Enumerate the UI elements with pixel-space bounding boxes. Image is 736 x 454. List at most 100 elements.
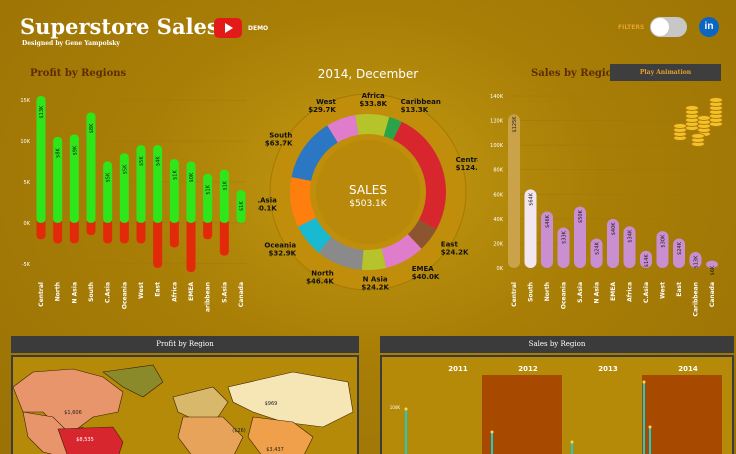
sales-bar xyxy=(623,226,636,268)
sales-bar xyxy=(524,189,537,268)
map-region-label: $8,535 xyxy=(76,437,94,443)
donut-slice-label: North xyxy=(311,269,333,277)
profit-bar-positive xyxy=(36,96,46,223)
donut-slice-value: $40.0K xyxy=(412,273,440,281)
sales-category-label: S.Asia xyxy=(577,282,584,303)
map-region-label: $3,437 xyxy=(266,447,284,453)
sales-value-label: $14K xyxy=(644,254,650,268)
sales-category-label: N Asia xyxy=(594,282,601,303)
profit-value-label: $5K xyxy=(106,172,112,182)
play-animation-button[interactable]: Play Animation xyxy=(610,64,721,81)
yearly-ytick: 100K xyxy=(390,405,401,410)
gold-coins-image xyxy=(665,95,725,155)
profit-bar-positive xyxy=(169,159,179,223)
profit-category-label: Oceania xyxy=(121,282,128,309)
coin-icon xyxy=(685,105,699,111)
donut-slice-value: $33.8K xyxy=(359,100,387,108)
sales-value-label: $24K xyxy=(677,241,683,255)
sales-category-label: Caribbean xyxy=(693,282,700,316)
yearly-sales-point xyxy=(490,430,494,434)
profit-category-label: East xyxy=(155,282,162,297)
yearly-sales-point xyxy=(404,407,408,411)
profit-bar-negative xyxy=(169,218,179,248)
profit-bar-negative xyxy=(86,218,96,236)
year-highlight-band xyxy=(482,375,562,454)
donut-slice xyxy=(392,121,446,230)
sales-value-label: $30K xyxy=(661,234,667,248)
year-label: 2014 xyxy=(678,365,698,373)
donut-slice-value: $32.9K xyxy=(269,249,297,257)
profit-category-label: Caribbean xyxy=(205,282,212,312)
profit-bar-positive xyxy=(219,169,229,223)
profit-by-region-map-header: Profit by Region xyxy=(11,336,359,353)
profit-category-label: Canada xyxy=(238,282,245,307)
profit-category-label: N Asia xyxy=(71,282,78,303)
profit-category-label: South xyxy=(88,282,95,302)
year-label: 2013 xyxy=(598,365,618,373)
profit-value-label: $8K xyxy=(89,123,95,133)
donut-title: SALES xyxy=(349,183,387,197)
youtube-icon[interactable] xyxy=(214,18,242,38)
date-label: 2014, December xyxy=(317,67,419,81)
demo-link[interactable]: DEMO xyxy=(248,25,269,32)
donut-slice-value: $13.3K xyxy=(401,106,429,114)
profit-value-label: $0K xyxy=(189,172,195,182)
filters-toggle[interactable] xyxy=(650,17,687,37)
profit-bar-positive xyxy=(53,137,63,223)
sales-by-region-yearly-chart[interactable]: 2011 2012 2013 2014 100K xyxy=(380,355,734,454)
yearly-sales-point xyxy=(648,425,652,429)
donut-slice-label: N Asia xyxy=(363,276,388,284)
profit-ytick: -5K xyxy=(22,262,31,268)
profit-value-label: $9K xyxy=(72,145,78,155)
donut-slice xyxy=(298,217,332,253)
sales-bar xyxy=(590,238,603,268)
donut-slice xyxy=(290,177,317,227)
profit-bar-positive xyxy=(153,145,163,223)
dashboard-title: Superstore Sales xyxy=(20,14,219,39)
sales-donut-chart: SALES $503.1K West$29.7K Africa$33.8K Cari… xyxy=(258,92,478,292)
donut-slice-value: $24.2K xyxy=(441,248,469,256)
profit-bar-negative xyxy=(219,218,229,256)
sales-bar xyxy=(574,206,586,268)
donut-slice-label: Oceania xyxy=(264,241,296,249)
sales-ytick: 20K xyxy=(493,241,503,247)
profit-bar-negative xyxy=(36,218,46,240)
sales-category-label: North xyxy=(544,282,551,301)
profit-category-label: S.Asia xyxy=(221,282,228,303)
profit-value-label: $1K xyxy=(206,184,212,194)
profit-category-label: North xyxy=(55,282,62,301)
linkedin-icon[interactable]: in xyxy=(699,17,719,37)
sales-bar xyxy=(541,211,553,268)
sales-value-label: $46K xyxy=(545,214,551,228)
profit-bar-positive xyxy=(203,173,213,223)
sales-ytick: 40K xyxy=(493,217,503,223)
donut-slice xyxy=(361,248,387,270)
donut-slice xyxy=(407,219,437,249)
profit-bar-positive xyxy=(103,161,113,223)
donut-total: $503.1K xyxy=(349,199,387,209)
sales-by-region-yearly-header: Sales by Region xyxy=(380,336,734,353)
yearly-sales-point xyxy=(642,380,646,384)
sales-by-region-chart: 140K 120K 100K 80K 60K 40K 20K 0K $125K Central $6… xyxy=(490,94,718,316)
donut-slice xyxy=(383,116,402,140)
map-region-label: $1,606 xyxy=(64,410,82,416)
profit-bar-positive xyxy=(69,134,79,223)
donut-slice xyxy=(291,125,339,182)
coin-icon xyxy=(709,97,723,103)
donut-slice-value: $50.1K xyxy=(258,204,277,212)
filters-label: FILTERS xyxy=(618,24,645,31)
donut-slice-value: $46.4K xyxy=(306,277,334,285)
profit-by-regions-title: Profit by Regions xyxy=(30,68,127,79)
sales-value-label: $125K xyxy=(512,116,518,133)
sales-value-label: $34K xyxy=(628,229,634,243)
profit-by-regions-chart: 15K 10K 5K 0K -5K $13K Central $8K North $9K N Asi… xyxy=(20,96,246,312)
sales-value-label: $33K xyxy=(562,230,568,244)
dashboard-subtitle: Designed by Gene Yampolsky xyxy=(22,40,120,47)
profit-by-region-map[interactable]: $1,606 $969 $8,535 ($26) $3,437 xyxy=(11,355,359,454)
sales-value-label: $24K xyxy=(595,241,601,255)
profit-bar-negative xyxy=(153,218,163,268)
sales-category-label: EMEA xyxy=(610,282,617,301)
profit-value-label: $1K xyxy=(172,170,178,180)
sales-value-label: $6K xyxy=(710,265,716,275)
